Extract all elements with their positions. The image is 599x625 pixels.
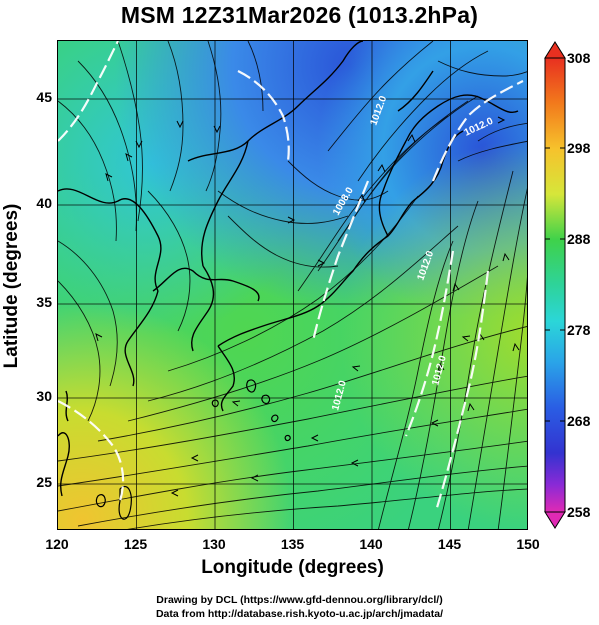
colorbar-label-268: 268: [567, 413, 591, 429]
wind-arrowheads: [95, 116, 520, 497]
map-grid: [58, 41, 527, 529]
x-axis-label: Longitude (degrees): [201, 557, 384, 578]
y-tick-25: 25: [36, 474, 52, 490]
colorbar-label-288: 288: [567, 231, 591, 247]
y-tick-35: 35: [36, 294, 52, 310]
x-tick-125: 125: [123, 536, 148, 552]
x-tick-145: 145: [437, 536, 462, 552]
islands: [95, 379, 291, 520]
x-tick-135: 135: [280, 536, 305, 552]
x-tick-150: 150: [516, 536, 540, 552]
y-tick-40: 40: [36, 195, 52, 211]
x-tick-140: 140: [359, 536, 383, 552]
footer-credit: Drawing by DCL (https://www.gfd-dennou.o…: [156, 594, 443, 606]
footer-data-source: Data from http://database.rish.kyoto-u.a…: [155, 608, 444, 620]
y-axis-label: Latitude (degrees): [1, 203, 22, 369]
isobar-lines: [58, 41, 524, 512]
coastlines: [58, 41, 519, 497]
colorbar-label-258: 258: [567, 504, 591, 520]
colorbar: [544, 41, 566, 529]
x-tick-130: 130: [202, 536, 226, 552]
weather-map: 1008.0 1012.0 1012.0 1012.0 1012.0 1012.…: [57, 40, 528, 530]
colorbar-label-308: 308: [567, 50, 591, 66]
y-tick-30: 30: [36, 388, 52, 404]
temperature-field: [58, 41, 527, 529]
x-tick-120: 120: [45, 536, 69, 552]
colorbar-label-298: 298: [567, 140, 591, 156]
colorbar-label-278: 278: [567, 322, 591, 338]
y-tick-45: 45: [36, 89, 52, 105]
chart-title: MSM 12Z31Mar2026 (1013.2hPa): [120, 2, 479, 28]
